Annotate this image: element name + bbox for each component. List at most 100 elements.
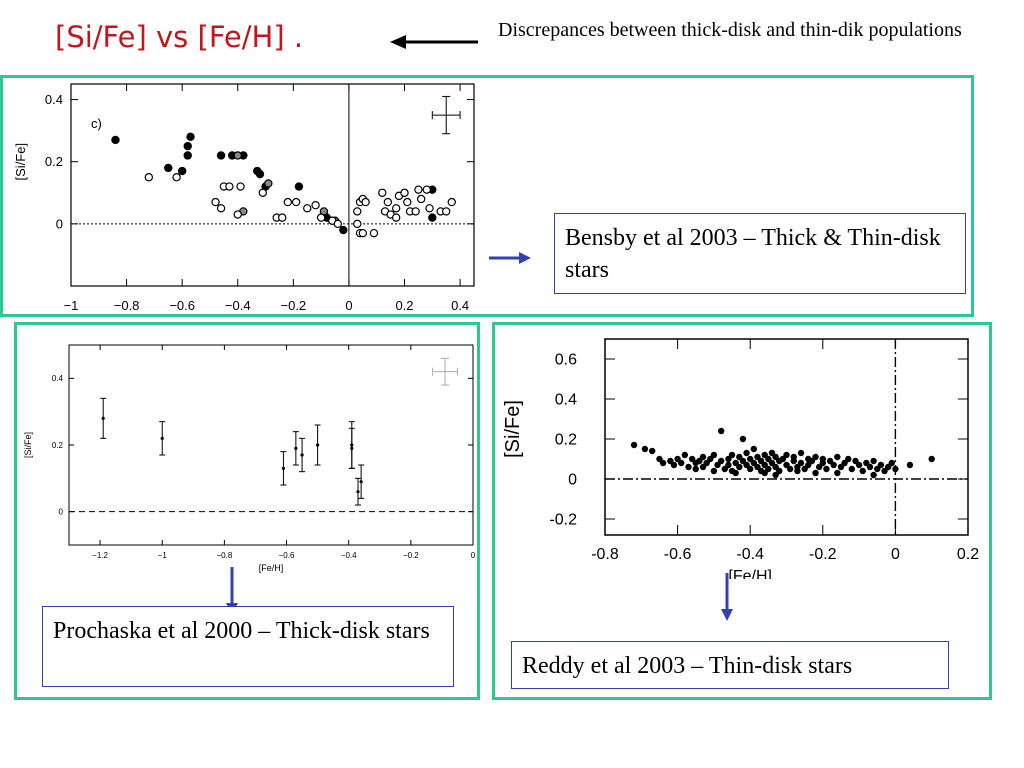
data-point [870, 457, 877, 465]
y-axis-label: [Si/Fe] [502, 400, 524, 458]
x-tick-label: −0.6 [279, 551, 295, 560]
x-tick-label: −1 [64, 298, 79, 313]
data-point [790, 453, 797, 461]
data-point-open [383, 197, 393, 207]
slide-title: [Si/Fe] vs [Fe/H] . [55, 20, 304, 54]
x-tick-label: -0.8 [591, 546, 619, 563]
data-point [797, 449, 805, 457]
data-point [316, 443, 320, 447]
data-point-open [416, 194, 426, 204]
x-tick-label: −0.8 [114, 298, 140, 313]
data-point-open [391, 213, 401, 222]
data-point [359, 480, 363, 484]
data-point [859, 467, 866, 475]
x-tick-label: −0.6 [169, 298, 195, 313]
data-point [659, 459, 667, 467]
data-point [743, 449, 750, 457]
data-point [794, 467, 801, 475]
data-point-open [236, 182, 245, 191]
data-point [888, 459, 895, 467]
x-tick-label: −0.2 [403, 551, 419, 560]
x-tick-label: 0.2 [957, 546, 979, 563]
data-point-open [258, 188, 267, 197]
y-axis-label: [Si/Fe] [23, 432, 33, 458]
data-point [797, 459, 805, 467]
data-point [736, 463, 743, 471]
data-point [717, 427, 725, 435]
data-point-open [233, 210, 242, 219]
x-tick-label: 0.4 [451, 298, 469, 313]
data-point-open [422, 185, 431, 194]
data-point-open [211, 197, 220, 207]
data-point [877, 461, 885, 469]
x-tick-label: −0.4 [341, 551, 357, 560]
y-tick-label: 0.2 [45, 154, 63, 169]
data-point-open [403, 197, 412, 207]
data-point-open [442, 207, 451, 216]
x-tick-label: −0.4 [225, 298, 251, 313]
data-point [866, 463, 874, 471]
data-point [830, 461, 837, 469]
y-tick-label: 0 [568, 472, 577, 489]
data-point-filled [186, 132, 195, 142]
data-point [845, 455, 852, 463]
data-point [710, 451, 718, 459]
x-axis-label: [Fe/H] [728, 568, 772, 579]
data-point-open [303, 204, 312, 213]
data-point-filled [255, 169, 265, 179]
data-point [747, 465, 754, 473]
data-point [848, 465, 856, 473]
data-point-open [353, 207, 362, 216]
bensby-caption: Bensby et al 2003 – Thick & Thin-disk st… [554, 213, 966, 294]
y-tick-label: -0.2 [549, 512, 577, 529]
data-point-filled [216, 151, 226, 160]
data-point-filled [177, 166, 187, 176]
data-point [681, 451, 689, 459]
data-point [786, 465, 794, 473]
x-tick-label: 0 [471, 551, 476, 560]
data-point [678, 459, 685, 467]
reddy-caption: Reddy et al 2003 – Thin-disk stars [511, 641, 949, 689]
x-tick-label: −0.8 [216, 551, 232, 560]
data-point [812, 469, 819, 477]
x-tick-label: -0.6 [664, 546, 692, 563]
data-point [160, 436, 164, 440]
data-point-open [425, 204, 434, 213]
data-point-open [378, 188, 387, 197]
y-tick-label: 0.4 [52, 374, 64, 383]
data-point-gray [264, 179, 273, 188]
data-point [717, 457, 725, 465]
data-point [732, 469, 739, 477]
data-point [772, 471, 779, 479]
plot-frame [68, 344, 474, 546]
data-point [294, 446, 298, 450]
data-point [281, 466, 286, 470]
data-point [928, 455, 935, 463]
data-point [812, 453, 819, 461]
data-point-open [411, 207, 420, 216]
data-point [819, 455, 826, 463]
y-tick-label: 0 [56, 216, 63, 231]
prochaska-caption: Prochaska et al 2000 – Thick-disk stars [42, 606, 454, 687]
data-point [300, 453, 304, 457]
data-point-open [144, 173, 154, 182]
data-point-open [414, 185, 423, 194]
data-point [648, 447, 656, 455]
data-point-open [172, 173, 181, 182]
data-point-filled [164, 163, 173, 173]
data-point-open [311, 200, 320, 210]
data-point-open [278, 213, 287, 222]
data-point [728, 451, 736, 459]
left-arrow-icon [390, 35, 478, 49]
data-point [699, 453, 707, 461]
data-point-open [291, 197, 301, 207]
y-tick-label: 0.4 [555, 392, 577, 409]
data-point-open [353, 219, 362, 229]
data-point-filled [183, 141, 192, 151]
header-note: Discrepances between thick-disk and thin… [498, 19, 962, 41]
prochaska-panel: −1.2 −1 −0.8 −0.6 −0.4 −0.2 0 0 0.2 0.4 [Fe/H] [Si/… [14, 322, 480, 700]
x-tick-label: -0.4 [736, 546, 764, 563]
data-point-open [391, 204, 401, 213]
x-tick-label: −1 [158, 551, 168, 560]
data-point [761, 469, 768, 477]
